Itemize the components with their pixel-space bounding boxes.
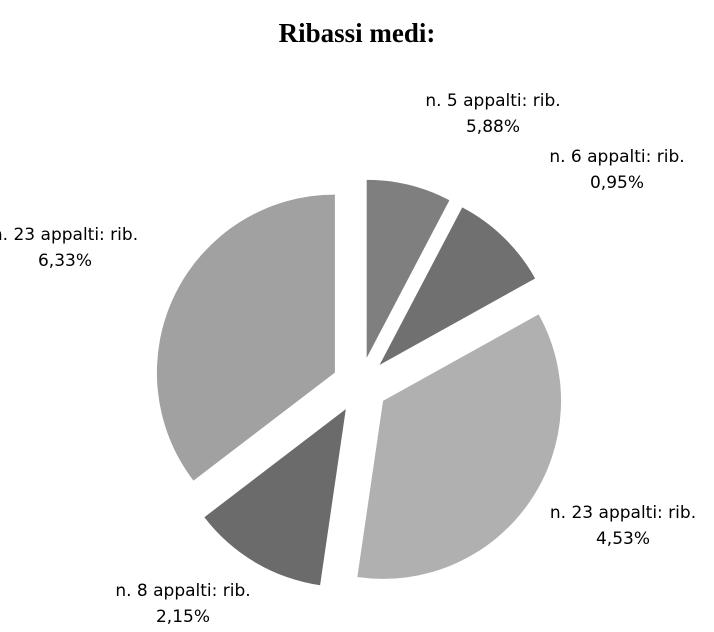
slice-label: n. 23 appalti: rib. 4,53%: [549, 503, 697, 549]
pie-slice: [357, 314, 562, 579]
pie-slice: [204, 409, 346, 586]
slice-label: n. 5 appalti: rib. 5,88%: [425, 91, 561, 137]
slice-label: n. 6 appalti: rib. 0,95%: [549, 147, 685, 193]
slice-label: n. 8 appalti: rib. 2,15%: [115, 581, 251, 627]
pie-slice: [379, 207, 536, 365]
pie-slice: [366, 179, 450, 358]
pie-slice: [156, 194, 335, 481]
chart-title: Ribassi medi:: [278, 18, 436, 48]
slice-label: n. 23 appalti: rib. 6,33%: [0, 225, 139, 271]
